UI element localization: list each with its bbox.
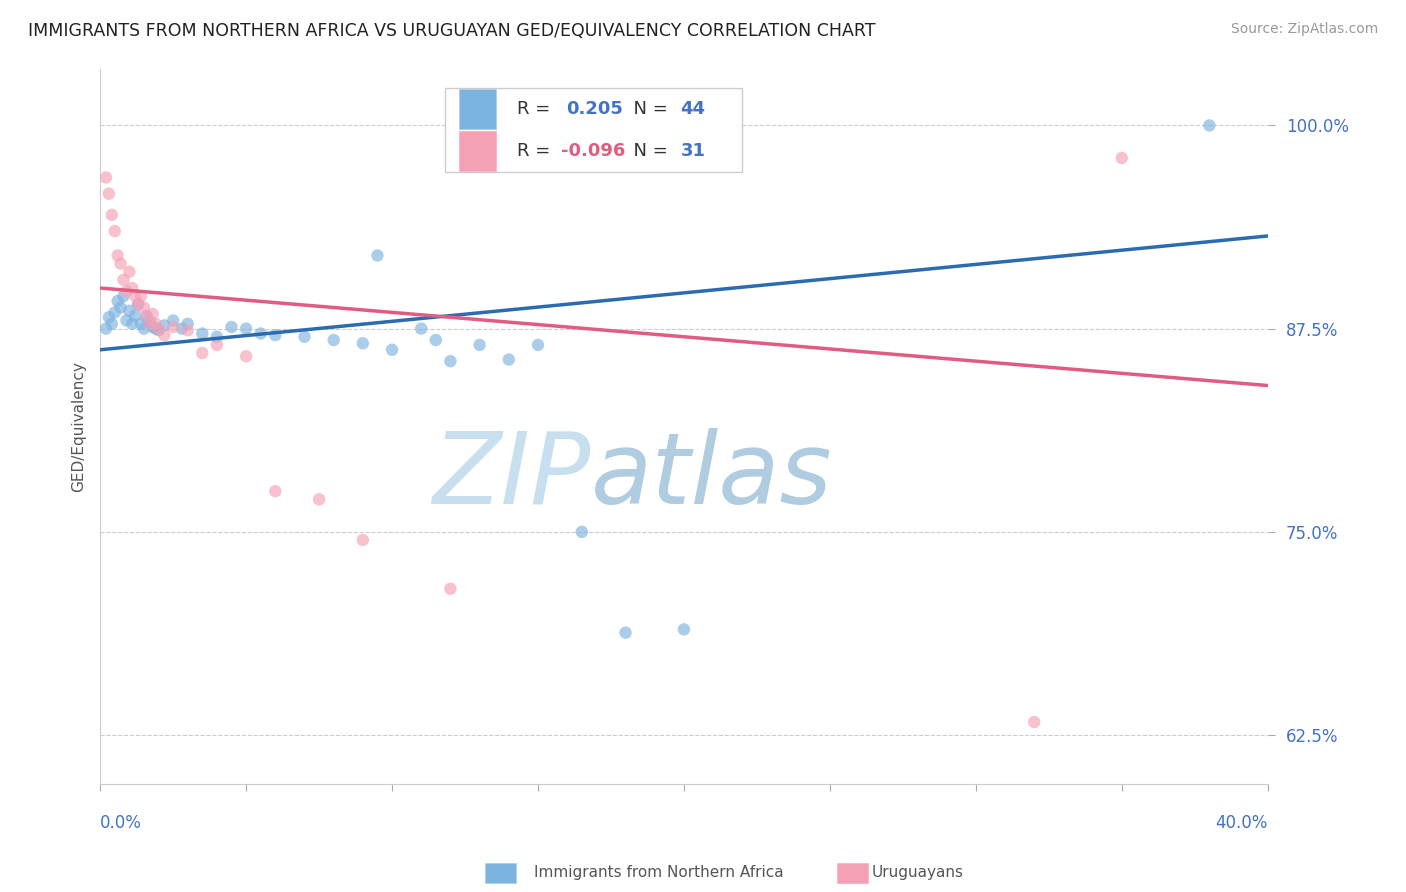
Point bbox=[132, 321, 155, 335]
Point bbox=[124, 309, 146, 323]
Point bbox=[170, 321, 193, 335]
Point bbox=[162, 320, 184, 334]
Point bbox=[177, 317, 200, 331]
Point bbox=[104, 224, 127, 238]
Point bbox=[425, 333, 447, 347]
Point bbox=[142, 307, 165, 321]
Point bbox=[205, 338, 228, 352]
Point bbox=[498, 352, 520, 367]
Point bbox=[411, 321, 433, 335]
Point bbox=[135, 310, 157, 325]
Text: R =: R = bbox=[517, 142, 555, 161]
Point bbox=[121, 317, 143, 331]
Point bbox=[527, 338, 550, 352]
Point bbox=[129, 289, 152, 303]
Text: 0.205: 0.205 bbox=[567, 100, 623, 118]
Point bbox=[135, 309, 157, 323]
Point bbox=[145, 317, 167, 331]
Point bbox=[308, 492, 330, 507]
Point bbox=[1198, 119, 1220, 133]
Text: 40.0%: 40.0% bbox=[1215, 814, 1268, 832]
Point bbox=[614, 625, 637, 640]
Point bbox=[121, 281, 143, 295]
Point bbox=[94, 170, 117, 185]
Point bbox=[142, 320, 165, 334]
Point bbox=[264, 328, 287, 343]
Point bbox=[191, 346, 214, 360]
Point bbox=[439, 354, 461, 368]
Point bbox=[124, 289, 146, 303]
Point bbox=[205, 330, 228, 344]
Point bbox=[221, 320, 243, 334]
Point bbox=[322, 333, 344, 347]
Point bbox=[366, 248, 388, 262]
Text: 0.0%: 0.0% bbox=[100, 814, 142, 832]
Point bbox=[97, 186, 120, 201]
Point bbox=[129, 317, 152, 331]
Text: atlas: atlas bbox=[591, 428, 832, 524]
Text: N =: N = bbox=[621, 100, 673, 118]
Point bbox=[148, 321, 170, 335]
Point bbox=[97, 310, 120, 325]
Point bbox=[153, 328, 176, 343]
FancyBboxPatch shape bbox=[458, 89, 496, 128]
Point bbox=[107, 248, 129, 262]
Point bbox=[94, 321, 117, 335]
Point bbox=[139, 315, 162, 329]
Point bbox=[112, 273, 135, 287]
Point bbox=[115, 313, 138, 327]
Point bbox=[468, 338, 491, 352]
Point bbox=[1111, 151, 1133, 165]
Point bbox=[115, 285, 138, 299]
Point bbox=[235, 321, 257, 335]
Point bbox=[127, 297, 149, 311]
Point bbox=[177, 323, 200, 337]
Text: 31: 31 bbox=[681, 142, 706, 161]
Point bbox=[127, 297, 149, 311]
Point bbox=[101, 208, 124, 222]
Point bbox=[139, 317, 162, 331]
Point bbox=[118, 303, 141, 318]
Point bbox=[439, 582, 461, 596]
Point bbox=[132, 301, 155, 315]
FancyBboxPatch shape bbox=[444, 87, 742, 172]
Point bbox=[110, 257, 132, 271]
Point bbox=[145, 321, 167, 335]
Text: 44: 44 bbox=[681, 100, 706, 118]
Point bbox=[101, 317, 124, 331]
Point bbox=[153, 318, 176, 333]
Text: R =: R = bbox=[517, 100, 555, 118]
Point bbox=[672, 623, 695, 637]
Point bbox=[264, 484, 287, 499]
Point bbox=[235, 349, 257, 363]
Point bbox=[107, 293, 129, 308]
Point bbox=[352, 336, 374, 351]
Point bbox=[110, 301, 132, 315]
Point bbox=[118, 265, 141, 279]
Text: IMMIGRANTS FROM NORTHERN AFRICA VS URUGUAYAN GED/EQUIVALENCY CORRELATION CHART: IMMIGRANTS FROM NORTHERN AFRICA VS URUGU… bbox=[28, 22, 876, 40]
Y-axis label: GED/Equivalency: GED/Equivalency bbox=[72, 360, 86, 491]
Text: Source: ZipAtlas.com: Source: ZipAtlas.com bbox=[1230, 22, 1378, 37]
Point bbox=[1024, 714, 1046, 729]
Text: Uruguayans: Uruguayans bbox=[872, 865, 963, 880]
Text: N =: N = bbox=[621, 142, 673, 161]
Point bbox=[191, 326, 214, 341]
Point bbox=[352, 533, 374, 547]
Point bbox=[148, 323, 170, 337]
Point bbox=[112, 289, 135, 303]
Point bbox=[381, 343, 404, 357]
Text: -0.096: -0.096 bbox=[561, 142, 626, 161]
Point bbox=[104, 305, 127, 319]
Text: Immigrants from Northern Africa: Immigrants from Northern Africa bbox=[534, 865, 785, 880]
Point bbox=[162, 313, 184, 327]
FancyBboxPatch shape bbox=[458, 131, 496, 170]
Point bbox=[571, 524, 593, 539]
Point bbox=[294, 330, 316, 344]
Text: ZIP: ZIP bbox=[432, 428, 591, 524]
Point bbox=[249, 326, 271, 341]
